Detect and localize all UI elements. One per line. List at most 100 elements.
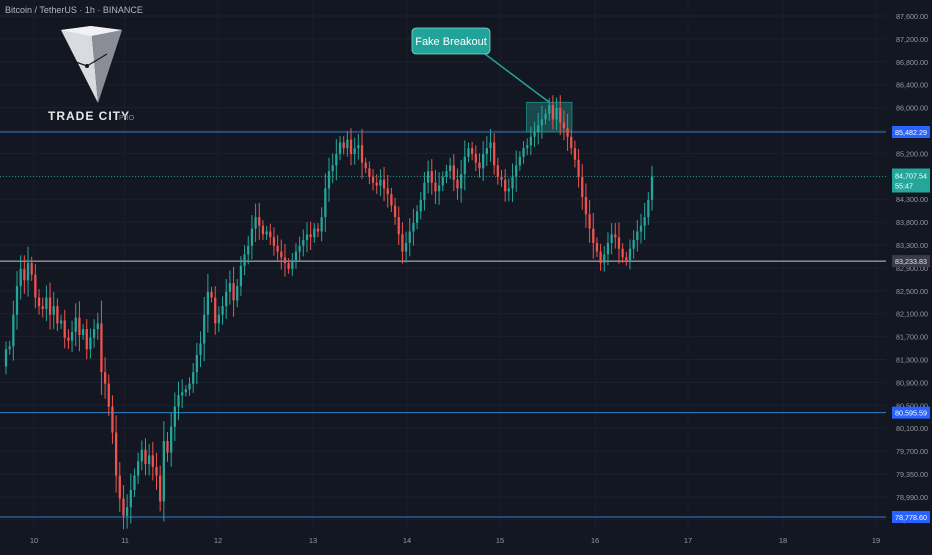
countdown-label: 55:47 — [895, 181, 913, 190]
candle — [434, 182, 437, 192]
candle — [522, 148, 525, 157]
candle — [125, 507, 129, 516]
candle — [390, 194, 393, 206]
candle — [353, 148, 356, 154]
candle — [459, 174, 463, 189]
candle — [272, 237, 276, 246]
candle — [118, 475, 121, 499]
candle — [103, 372, 107, 384]
candle — [280, 251, 283, 258]
candle — [437, 185, 441, 192]
candle — [258, 217, 261, 226]
candle — [96, 323, 99, 330]
candle — [588, 214, 591, 229]
candle — [371, 176, 375, 183]
candle — [287, 263, 290, 269]
candle — [151, 455, 154, 467]
y-tick-label: 80,500.00 — [896, 401, 928, 410]
candle — [537, 125, 540, 133]
candle — [228, 283, 232, 292]
candle — [401, 234, 404, 252]
x-tick-label: 11 — [121, 536, 129, 545]
candle — [515, 165, 518, 177]
candle — [327, 171, 331, 189]
candle — [614, 234, 617, 238]
candle — [559, 108, 562, 123]
candle — [533, 132, 536, 137]
candle — [4, 349, 8, 367]
candle — [489, 142, 492, 149]
candle — [100, 323, 103, 373]
y-tick-label: 86,400.00 — [896, 81, 928, 90]
candle — [507, 188, 510, 192]
candle — [393, 205, 397, 218]
candle — [34, 274, 37, 298]
candle — [166, 441, 169, 453]
x-tick-label: 12 — [214, 536, 222, 545]
candle — [155, 466, 158, 476]
candle — [114, 432, 118, 476]
y-tick-label: 86,000.00 — [896, 104, 928, 113]
candle — [643, 217, 646, 226]
y-tick-label: 87,200.00 — [896, 35, 928, 44]
candle — [404, 242, 408, 252]
candle — [570, 136, 573, 149]
candle — [89, 337, 92, 350]
y-tick-label: 87,600.00 — [896, 12, 928, 21]
candle — [177, 395, 180, 407]
x-tick-label: 10 — [30, 536, 38, 545]
price-axis[interactable]: 87,600.00 87,200.00 86,800.00 86,400.00 86,0… — [896, 12, 928, 525]
y-tick-label: 80,100.00 — [896, 424, 928, 433]
logo-suffix: PRO — [119, 115, 135, 122]
candle — [639, 225, 643, 232]
candle — [504, 179, 507, 192]
candle — [548, 105, 551, 114]
y-tick-label: 83,800.00 — [896, 218, 928, 227]
candle — [316, 228, 320, 232]
time-axis[interactable]: 10 11 12 13 14 15 16 17 18 19 — [30, 536, 880, 545]
candle — [471, 148, 474, 154]
candle — [45, 297, 48, 310]
candle — [283, 257, 287, 264]
candle — [478, 162, 481, 169]
candle — [562, 122, 566, 129]
candle — [647, 199, 650, 218]
level-tag-label: 78,778.60 — [895, 513, 927, 522]
candle — [595, 242, 599, 252]
y-tick-label: 82,900.00 — [896, 264, 928, 273]
candle — [500, 176, 503, 180]
candle — [254, 217, 257, 229]
candle — [335, 153, 338, 166]
candle — [628, 248, 632, 261]
candle — [368, 168, 371, 177]
level-tag-label: 83,233.83 — [895, 257, 927, 266]
candle — [526, 145, 529, 149]
candle — [159, 475, 162, 502]
candle — [173, 406, 176, 427]
candle — [426, 171, 430, 183]
candle — [232, 283, 235, 301]
candle — [386, 188, 389, 195]
y-tick-label: 85,200.00 — [896, 149, 928, 158]
candle — [250, 228, 254, 246]
level-tag — [892, 406, 930, 419]
candle — [52, 306, 55, 315]
candle — [342, 142, 345, 149]
candle — [529, 136, 533, 146]
x-tick-label: 16 — [591, 536, 599, 545]
x-tick-label: 13 — [309, 536, 317, 545]
candle — [81, 329, 85, 335]
y-tick-label: 82,500.00 — [896, 287, 928, 296]
candle — [632, 240, 635, 249]
y-tick-label: 83,300.00 — [896, 241, 928, 250]
x-tick-label: 15 — [496, 536, 504, 545]
candle — [133, 475, 136, 490]
candle — [210, 291, 213, 298]
candle — [577, 159, 580, 177]
candle — [606, 242, 610, 255]
logo-brand: TRADE CITY — [48, 109, 130, 123]
candle — [294, 251, 298, 261]
candle — [309, 234, 312, 238]
